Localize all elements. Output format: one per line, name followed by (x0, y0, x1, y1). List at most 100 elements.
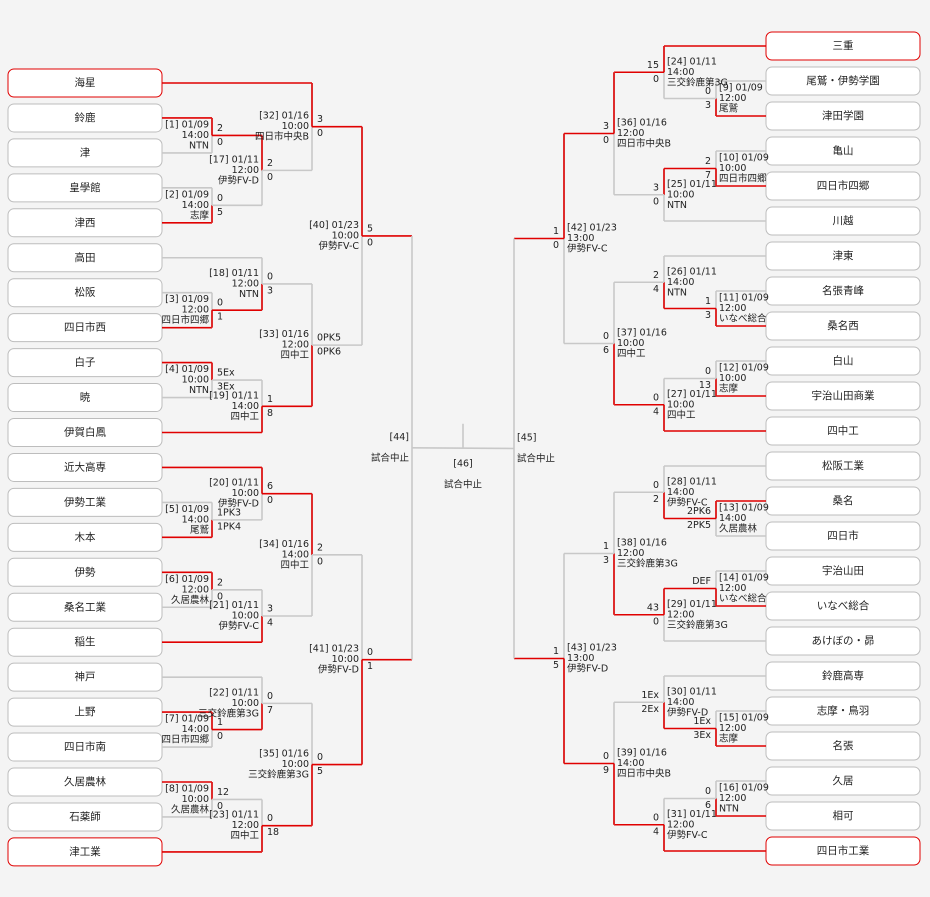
score: 0 (367, 647, 373, 658)
match-info: 尾鷲 (719, 103, 739, 115)
match-info: 10:00 (182, 794, 209, 805)
match-info: 試合中止 (517, 453, 556, 465)
match-info: いなべ総合 (719, 313, 767, 325)
match-info: 14:00 (182, 724, 209, 735)
match-info: 10:00 (282, 121, 309, 132)
score: 2 (267, 158, 273, 169)
match-info: [44] (389, 432, 409, 443)
score: 3Ex (217, 382, 235, 393)
team-name: 津田学園 (822, 109, 864, 122)
match-info: NTN (239, 289, 259, 300)
team-name: 伊勢工業 (64, 495, 106, 508)
score: 2 (217, 577, 223, 588)
score: 0 (217, 591, 223, 602)
match-info: 四中工 (230, 410, 259, 422)
match-info: 10:00 (282, 759, 309, 770)
match-info: [6] 01/09 (165, 574, 209, 585)
score: 1 (553, 226, 559, 237)
match-info: 12:00 (667, 609, 694, 620)
match-info: 10:00 (719, 373, 746, 384)
match-info: 12:00 (282, 340, 309, 351)
match-info: 四中工 (280, 349, 309, 361)
score: 5 (553, 660, 559, 671)
score: 6 (705, 800, 711, 811)
match-info: 14:00 (182, 200, 209, 211)
score: DEF (692, 576, 711, 587)
score: 4 (653, 406, 659, 417)
score: 2PK6 (687, 506, 711, 517)
match-info: [23] 01/11 (209, 810, 259, 821)
team-name: 尾鷲・伊勢学園 (806, 74, 880, 87)
match-info: [5] 01/09 (165, 504, 209, 515)
match-info: 伊勢FV-D (318, 664, 359, 676)
score: 3 (705, 100, 711, 111)
match-info: [16] 01/09 (719, 783, 769, 794)
match-info: 12:00 (182, 305, 209, 316)
match-info: 12:00 (617, 128, 644, 139)
team-name: 松阪 (75, 286, 96, 299)
match-info: 伊勢FV-C (667, 829, 708, 841)
match-info: 12:00 (232, 165, 259, 176)
team-name: 鈴鹿高専 (822, 669, 864, 682)
match-info: [31] 01/11 (667, 809, 717, 820)
score: 0 (603, 751, 609, 762)
score: 0 (317, 752, 323, 763)
match-info: 10:00 (182, 375, 209, 386)
score: 3Ex (693, 730, 711, 741)
team-name: 白山 (833, 354, 854, 367)
score: 2 (217, 123, 223, 134)
score: 0 (267, 691, 273, 702)
match-info: [20] 01/11 (209, 478, 259, 489)
score: 0 (267, 813, 273, 824)
match-info: 尾鷲 (190, 524, 210, 536)
match-info: [28] 01/11 (667, 476, 717, 487)
match-info: [29] 01/11 (667, 599, 717, 610)
team-name: 志摩・鳥羽 (817, 704, 870, 717)
score: 7 (705, 170, 711, 181)
score: 5 (367, 223, 373, 234)
match-info: 志摩 (719, 733, 739, 745)
match-info: 10:00 (617, 338, 644, 349)
match-info: 12:00 (719, 793, 746, 804)
match-info: 10:00 (232, 610, 259, 621)
match-info: [17] 01/11 (209, 154, 259, 165)
match-info: 12:00 (232, 820, 259, 831)
score: 6 (267, 481, 273, 492)
match-info: いなべ総合 (719, 593, 767, 605)
team-name: 四日市 (827, 529, 859, 542)
match-info: 14:00 (667, 277, 694, 288)
score: 2 (653, 270, 659, 281)
match-info: 10:00 (719, 163, 746, 174)
match-info: [38] 01/16 (617, 538, 667, 549)
score: 0 (653, 812, 659, 823)
match-info: 12:00 (719, 583, 746, 594)
score: 13 (699, 380, 711, 391)
match-info: 12:00 (719, 303, 746, 314)
score: 0PK5 (317, 333, 341, 344)
final-info: 試合中止 (444, 478, 483, 490)
match-info: 四中工 (280, 559, 309, 571)
score: 3 (603, 555, 609, 566)
match-info: 伊勢FV-D (218, 174, 259, 186)
team-name: 木本 (75, 530, 96, 543)
match-info: [37] 01/16 (617, 328, 667, 339)
match-info: 三交鈴鹿第3G (667, 76, 728, 88)
match-info: [36] 01/16 (617, 118, 667, 129)
score: 12 (217, 787, 229, 798)
score: 3 (653, 182, 659, 193)
match-info: 12:00 (719, 723, 746, 734)
match-info: 伊勢FV-D (667, 706, 708, 718)
team-name: 白子 (75, 356, 96, 369)
score: 3 (317, 114, 323, 125)
match-info: 三交鈴鹿第3G (667, 619, 728, 631)
match-info: 四日市四郷 (719, 173, 767, 185)
score: 1Ex (693, 716, 711, 727)
team-name: 名張 (833, 739, 854, 752)
match-info: [9] 01/09 (719, 83, 763, 94)
score: 1 (217, 717, 223, 728)
match-info: 四中工 (617, 348, 646, 360)
team-name: 桑名西 (827, 319, 859, 332)
team-name: 久居農林 (64, 775, 106, 788)
match-info: 10:00 (232, 698, 259, 709)
